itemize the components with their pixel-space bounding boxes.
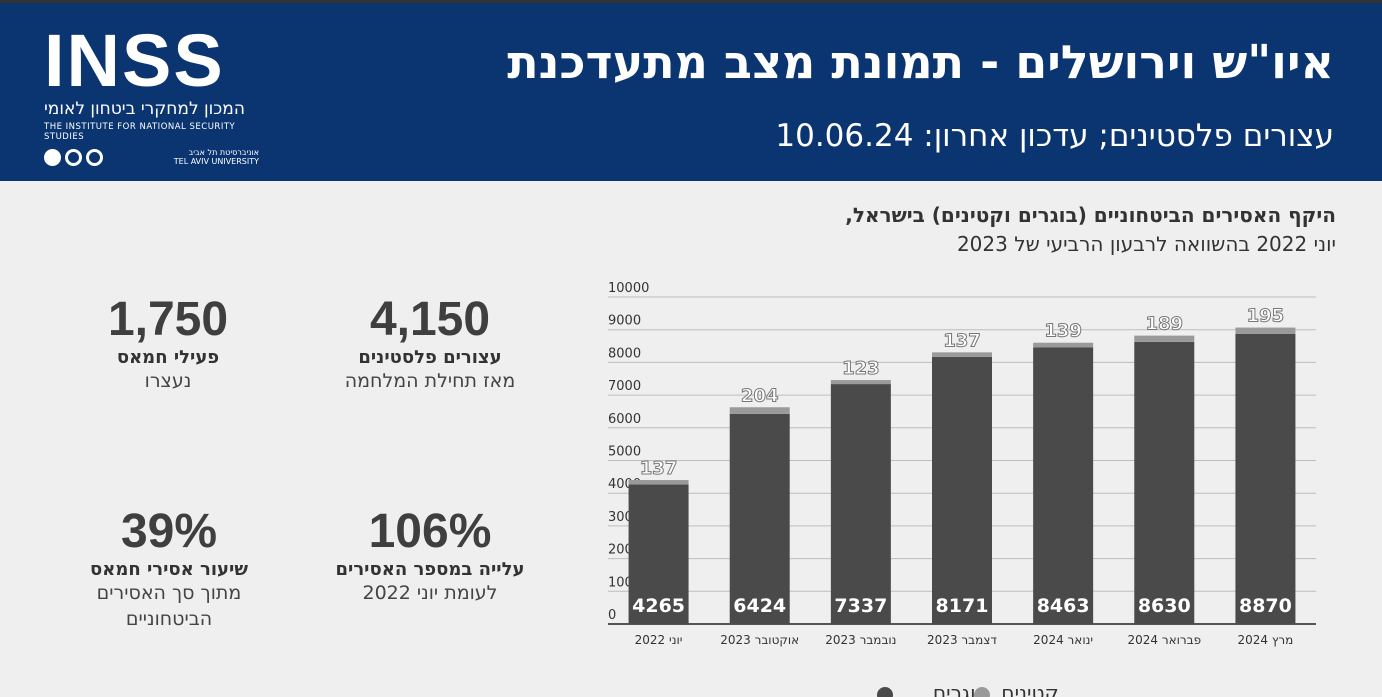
bar-value-adults: 8630 (1138, 595, 1191, 617)
y-tick-label: 0 (608, 608, 616, 623)
bar-minors (1134, 335, 1195, 342)
logo-hebrew: המכון למחקרי ביטחון לאומי (44, 99, 245, 119)
bar-value-minors: 189 (1145, 314, 1183, 335)
top-strip (0, 0, 1382, 3)
bar-adults (932, 356, 992, 624)
bar-value-minors: 204 (741, 385, 779, 406)
x-tick-label: ינואר 2024 (1033, 633, 1093, 647)
y-tick-label: 8000 (608, 346, 641, 361)
bar-minors (729, 407, 790, 414)
bar-value-minors: 137 (943, 330, 981, 351)
stat-hamas-share: 39% שיעור אסירי חמאס מתוך סך האסירים הבי… (54, 504, 284, 632)
bar-minors (628, 480, 689, 485)
bar-minors (830, 380, 891, 385)
bar-value-adults: 8171 (936, 595, 989, 617)
x-tick-label: יוני 2022 (635, 633, 683, 647)
stat-increase: 106% עלייה במספר האסירים לעומת יוני 2022 (320, 504, 540, 606)
x-tick-label: אוקטובר 2023 (720, 633, 799, 647)
logo-mark: INSS (44, 19, 225, 102)
stat-label: עצורים פלסטינים (358, 347, 502, 368)
chart-subtitle: יוני 2022 בהשוואה לרבעון הרביעי של 2023 (956, 232, 1336, 256)
tau-english: TEL AVIV UNIVERSITY (173, 157, 259, 166)
legend-adults-swatch (877, 687, 893, 697)
stat-value: 4,150 (369, 293, 491, 346)
stat-label: עלייה במספר האסירים (335, 559, 525, 580)
y-tick-label: 9000 (608, 314, 641, 329)
bar-adults (1235, 333, 1296, 624)
bar-value-adults: 8463 (1037, 595, 1090, 617)
bar-value-minors: 139 (1044, 321, 1082, 342)
chart-title: היקף האסירים הביטחוניים (בוגרים וקטינים)… (845, 203, 1336, 227)
tau-emblem-icon (44, 148, 103, 166)
stat-sub: מתוך סך האסירים הביטחוניים (96, 582, 242, 630)
bar-adults (1134, 341, 1195, 624)
stat-label: פעילי חמאס (116, 347, 220, 368)
stat-sub: מאז תחילת המלחמה (344, 370, 516, 392)
bar-minors (1033, 342, 1094, 348)
bar-adults (830, 384, 891, 624)
stat-sub: נעצרו (144, 370, 192, 392)
page-title: איו"ש וירושלים - תמונת מצב מתעדכנת (507, 35, 1334, 89)
header: INSS המכון למחקרי ביטחון לאומי THE INSTI… (0, 3, 1382, 181)
y-tick-label: 7000 (608, 379, 641, 394)
bar-adults (729, 413, 790, 624)
bar-value-adults: 7337 (834, 595, 887, 617)
bar-value-adults: 6424 (733, 595, 786, 617)
tau-hebrew: אוניברסיטת תל אביב (188, 148, 259, 157)
stat-hamas-arrested: 1,750 פעילי חמאס נעצרו (58, 292, 278, 394)
y-tick-label: 6000 (608, 412, 641, 427)
inss-logo: INSS המכון למחקרי ביטחון לאומי THE INSTI… (44, 19, 269, 166)
page-subtitle: עצורים פלסטינים; עדכון אחרון: 10.06.24 (775, 118, 1334, 154)
stat-value: 39% (120, 505, 218, 558)
logo-english: THE INSTITUTE FOR NATIONAL SECURITY STUD… (44, 122, 236, 142)
legend-minors-label: קטינים (1001, 681, 1058, 697)
bar-minors (1235, 327, 1296, 334)
bar-value-adults: 4265 (632, 595, 685, 617)
bar-value-minors: 137 (640, 458, 678, 479)
bar-value-minors: 195 (1247, 306, 1285, 327)
x-tick-label: דצמבר 2023 (927, 633, 997, 647)
legend-minors-swatch (974, 687, 990, 697)
legend-adults-label: בוגרים (933, 681, 987, 697)
bar-value-minors: 123 (842, 358, 880, 379)
bar-adults (628, 484, 689, 624)
stat-label: שיעור אסירי חמאס (90, 559, 248, 580)
x-tick-label: מרץ 2024 (1238, 633, 1294, 647)
bar-adults (1033, 347, 1094, 624)
y-tick-label: 10000 (608, 281, 649, 296)
stat-detainees: 4,150 עצורים פלסטינים מאז תחילת המלחמה (320, 292, 540, 394)
stat-sub: לעומת יוני 2022 (362, 582, 498, 604)
x-tick-label: נובמבר 2023 (825, 633, 896, 647)
stat-value: 1,750 (107, 293, 229, 346)
bar-value-adults: 8870 (1239, 595, 1292, 617)
stat-value: 106% (368, 505, 492, 558)
bar-minors (932, 352, 992, 357)
bar-chart: 0100020003000400050006000700080009000100… (608, 281, 1316, 697)
x-tick-label: פברואר 2024 (1127, 633, 1201, 647)
y-tick-label: 5000 (608, 445, 641, 460)
